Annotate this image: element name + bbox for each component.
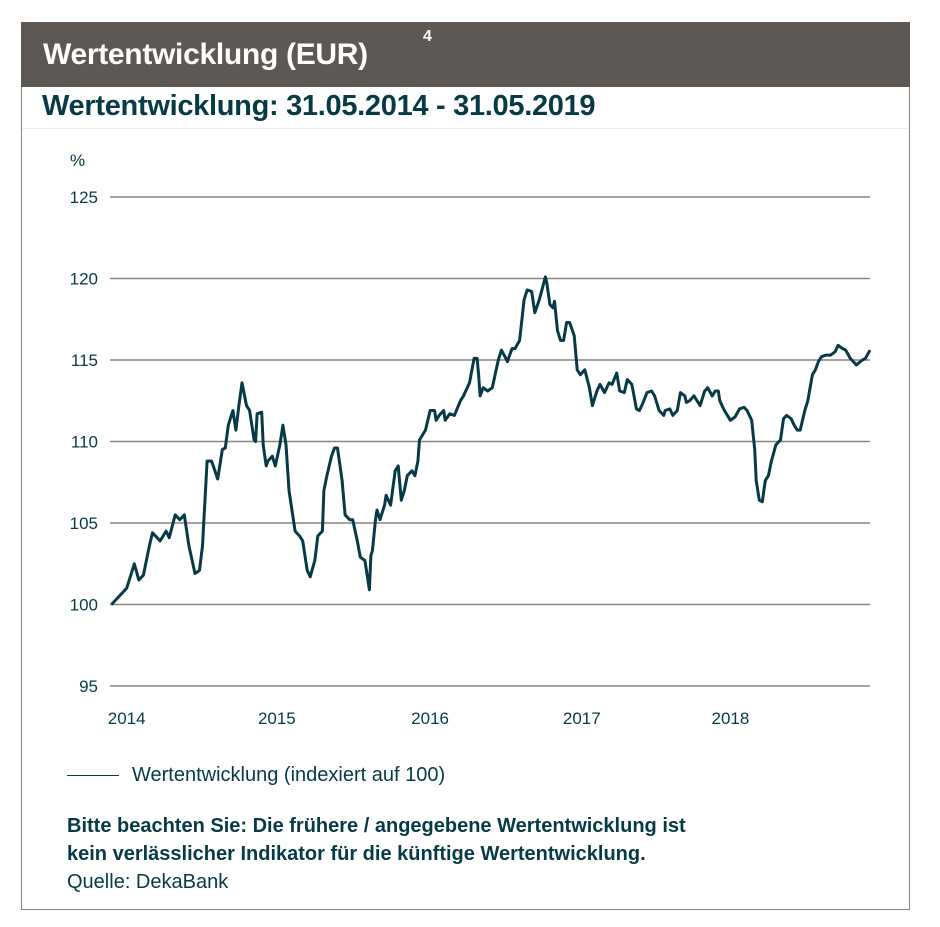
- y-tick-label: 125: [70, 188, 98, 207]
- y-tick-label: 95: [79, 677, 98, 696]
- separator: [22, 128, 909, 129]
- legend-line-swatch: [67, 774, 119, 777]
- y-axis-label: %: [70, 151, 85, 170]
- header-footnote: 4: [423, 28, 432, 45]
- header-title: Wertentwicklung (EUR): [43, 38, 368, 71]
- series-line: [110, 275, 872, 606]
- legend: Wertentwicklung (indexiert auf 100): [67, 764, 445, 787]
- disclaimer-line-2: kein verlässlicher Indikator für die kün…: [67, 843, 646, 865]
- header-bar: Wertentwicklung (EUR) 4: [21, 22, 910, 87]
- source-note: Quelle: DekaBank: [67, 871, 229, 893]
- x-tick-label: 2018: [712, 709, 750, 728]
- x-tick-label: 2015: [258, 709, 296, 728]
- x-tick-label: 2014: [108, 709, 146, 728]
- x-tick-label: 2016: [411, 709, 449, 728]
- y-tick-label: 115: [71, 351, 98, 370]
- x-tick-label: 2017: [563, 709, 601, 728]
- chart-frame: [21, 22, 910, 910]
- y-tick-label: 120: [70, 270, 98, 289]
- y-tick-label: 100: [70, 596, 98, 615]
- y-tick-label: 110: [71, 433, 98, 452]
- disclaimer-line-1: Bitte beachten Sie: Die frühere / angege…: [67, 815, 686, 837]
- y-tick-label: 105: [70, 514, 98, 533]
- chart-subtitle: Wertentwicklung: 31.05.2014 - 31.05.2019: [42, 90, 596, 122]
- legend-label: Wertentwicklung (indexiert auf 100): [132, 764, 446, 786]
